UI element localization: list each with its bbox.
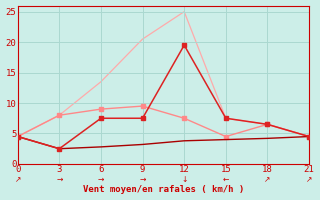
Text: ↓: ↓ (181, 175, 188, 184)
Text: →: → (56, 175, 62, 184)
Text: ↗: ↗ (264, 175, 271, 184)
Text: ←: ← (223, 175, 229, 184)
Text: ↗: ↗ (306, 175, 312, 184)
Text: ↗: ↗ (14, 175, 21, 184)
Text: →: → (98, 175, 104, 184)
X-axis label: Vent moyen/en rafales ( km/h ): Vent moyen/en rafales ( km/h ) (83, 185, 244, 194)
Text: →: → (140, 175, 146, 184)
